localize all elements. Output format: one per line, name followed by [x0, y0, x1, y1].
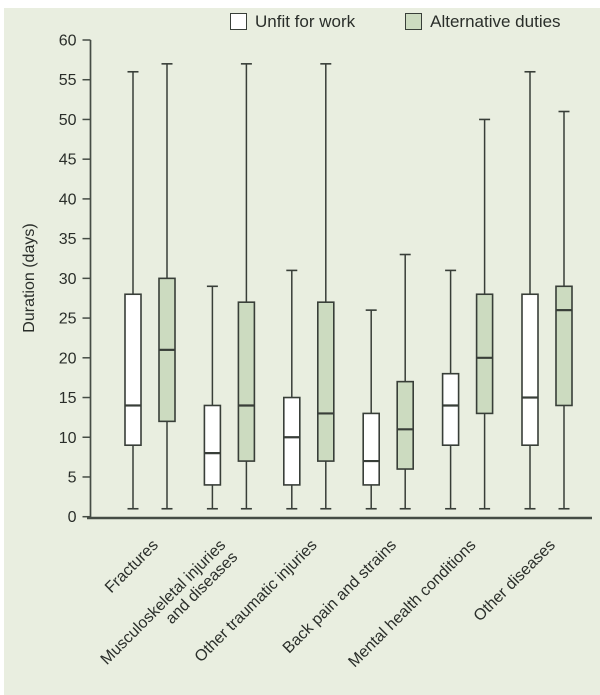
box-rect	[316, 301, 335, 462]
y-tick-label: 40	[59, 191, 77, 208]
box-rect	[237, 301, 256, 462]
y-tick-label: 60	[59, 33, 77, 50]
x-axis-label-mental-health-conditions: Mental health conditions	[345, 537, 479, 671]
y-tick-label: 45	[59, 152, 77, 169]
legend-label-unfit-for-work: Unfit for work	[255, 12, 356, 31]
y-tick-label: 5	[68, 469, 77, 486]
legend-swatch-unfit-for-work-icon	[230, 13, 247, 30]
box-alternative-duties-musculoskeletal-injuries-and-diseases	[237, 63, 256, 510]
box-rect	[396, 380, 415, 470]
box-rect	[124, 293, 142, 446]
box-rect	[441, 372, 460, 446]
y-tick-label: 10	[59, 430, 77, 447]
y-tick-label: 0	[68, 509, 77, 526]
legend: Unfit for work Alternative duties	[230, 13, 561, 30]
y-tick-label: 50	[59, 112, 77, 129]
box-unfit-for-work-musculoskeletal-injuries-and-diseases	[203, 285, 222, 510]
box-rect	[521, 293, 539, 446]
y-axis-title: Duration (days)	[21, 223, 38, 333]
box-alternative-duties-other-traumatic-injuries	[316, 63, 335, 510]
box-alternative-duties-other-diseases	[555, 110, 573, 510]
box-rect	[555, 285, 573, 407]
x-axis-label-other-diseases: Other diseases	[471, 537, 559, 625]
legend-item-alternative-duties: Alternative duties	[405, 12, 561, 31]
box-unfit-for-work-other-diseases	[521, 70, 539, 510]
legend-label-alternative-duties: Alternative duties	[430, 12, 561, 31]
x-axis-label-fractures: Fractures	[102, 537, 162, 597]
legend-item-unfit-for-work: Unfit for work	[230, 13, 355, 30]
box-rect	[203, 404, 222, 486]
box-alternative-duties-back-pain-and-strains	[396, 253, 415, 510]
y-tick-label: 55	[59, 72, 77, 89]
y-tick-label: 25	[59, 311, 77, 328]
box-rect	[475, 293, 494, 415]
y-tick-label: 15	[59, 390, 77, 407]
legend-swatch-alternative-duties-icon	[405, 13, 423, 30]
x-axis-label-musculoskeletal-injuries: Musculoskeletal injuriesand diseases	[98, 537, 242, 681]
y-tick-label: 30	[59, 271, 77, 288]
box-unfit-for-work-back-pain-and-strains	[362, 309, 381, 510]
y-tick-label: 20	[59, 350, 77, 367]
y-tick-label: 35	[59, 231, 77, 248]
box-unfit-for-work-mental-health-conditions	[441, 269, 460, 510]
box-unfit-for-work-fractures	[124, 70, 142, 510]
box-unfit-for-work-other-traumatic-injuries	[282, 269, 301, 510]
box-rect	[362, 412, 381, 486]
box-alternative-duties-mental-health-conditions	[475, 118, 494, 510]
box-rect	[282, 396, 301, 486]
box-alternative-duties-fractures	[158, 63, 176, 510]
chart-panel	[4, 8, 600, 695]
